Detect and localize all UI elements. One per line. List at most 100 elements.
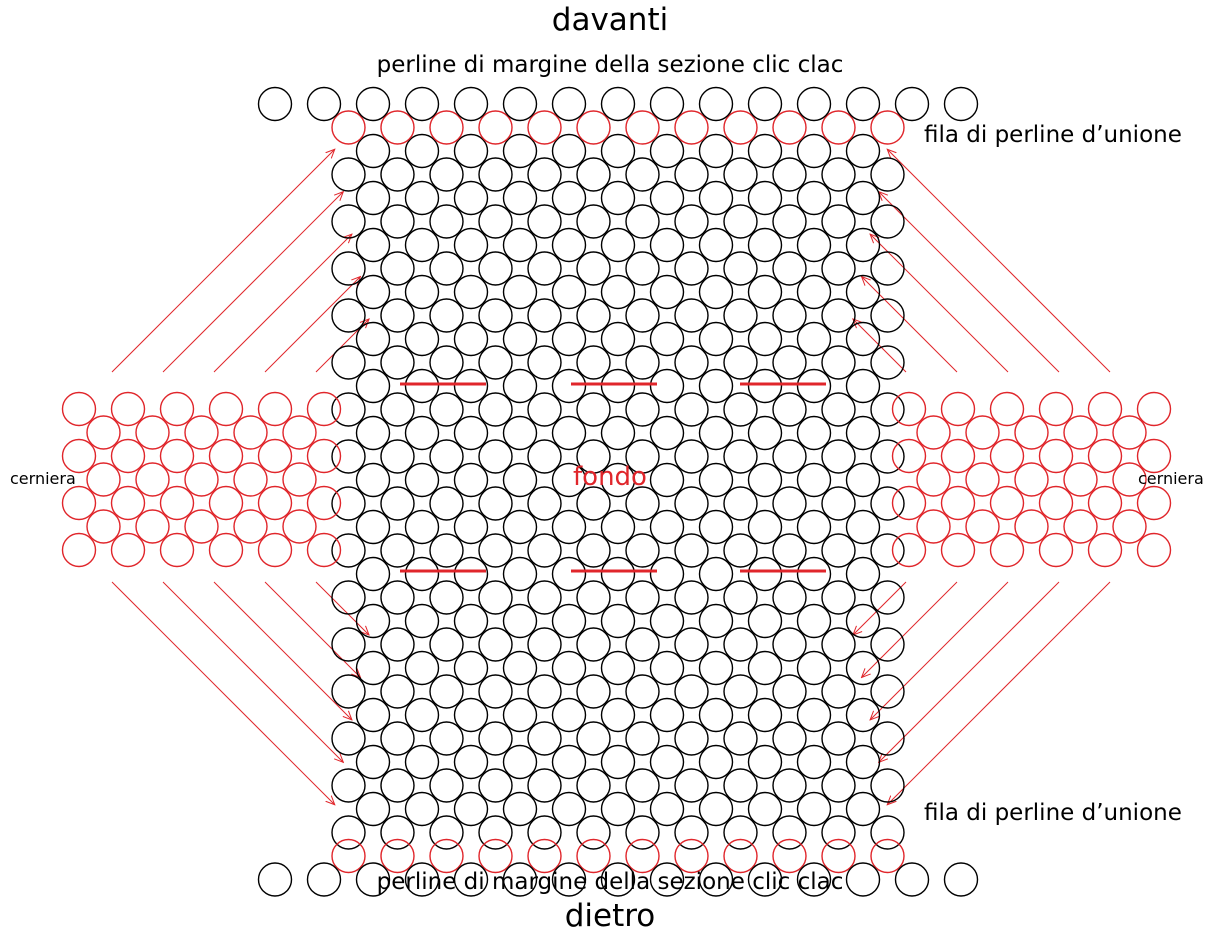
base-bead [551, 274, 587, 310]
base-bead [331, 815, 366, 850]
hinge-bead [306, 438, 342, 474]
base-bead [331, 627, 366, 662]
edge-bead [845, 862, 881, 897]
base-bead [576, 815, 611, 850]
base-bead [429, 627, 464, 662]
hinge-bead [61, 438, 97, 474]
hinge-bead [306, 485, 342, 521]
edge-bead [894, 862, 930, 897]
base-bead [698, 791, 734, 827]
base-bead [453, 368, 489, 404]
base-bead [796, 462, 832, 498]
base-bead [796, 415, 832, 451]
hinge-bead [989, 391, 1025, 427]
hinge-bead [86, 509, 121, 544]
base-bead [796, 556, 832, 592]
base-bead [355, 509, 391, 545]
base-bead [674, 580, 709, 615]
joining-bead [527, 110, 562, 145]
base-bead [625, 157, 660, 192]
base-bead [796, 227, 832, 263]
base-bead [845, 603, 881, 639]
base-bead [649, 180, 685, 216]
hinge-bead [233, 415, 268, 450]
base-bead [821, 392, 856, 427]
base-bead [478, 486, 513, 521]
base-bead [698, 650, 734, 686]
arrow [162, 192, 343, 373]
edge-bead [404, 86, 440, 122]
base-bead [502, 556, 538, 592]
hinge-bead [1112, 509, 1147, 544]
base-bead [600, 650, 636, 686]
hinge-bead [1038, 532, 1074, 568]
joining-bead [331, 110, 366, 145]
base-bead [429, 486, 464, 521]
base-bead [380, 580, 415, 615]
base-bead [551, 133, 587, 169]
base-bead [845, 744, 881, 780]
top-edge-beads-label: perline di margine della sezione clic cl… [376, 52, 844, 78]
hinge-bead [1087, 391, 1123, 427]
base-bead [429, 392, 464, 427]
base-bead [453, 415, 489, 451]
base-bead [404, 274, 440, 310]
hinge-bead [891, 438, 927, 474]
base-bead [747, 603, 783, 639]
base-bead [698, 744, 734, 780]
base-bead [625, 721, 660, 756]
base-bead [551, 227, 587, 263]
base-bead [870, 298, 905, 333]
hinge-bead [159, 485, 195, 521]
base-bead [698, 603, 734, 639]
hinge-bead [965, 415, 1000, 450]
base-bead [649, 321, 685, 357]
base-bead [625, 627, 660, 662]
base-bead [576, 533, 611, 568]
edge-bead [698, 86, 734, 122]
base-bead [502, 603, 538, 639]
base-bead [772, 674, 807, 709]
joining-bead [821, 838, 856, 874]
base-bead [600, 368, 636, 404]
base-bead [821, 345, 856, 380]
edge-bead [551, 862, 587, 897]
base-bead [551, 603, 587, 639]
base-bead [331, 674, 366, 709]
base-bead [600, 697, 636, 733]
base-bead [845, 556, 881, 592]
joining-bead [576, 110, 611, 145]
base-bead [453, 791, 489, 827]
hinge-bead [110, 485, 146, 521]
base-bead [502, 697, 538, 733]
base-bead [527, 439, 562, 474]
edge-bead [306, 862, 342, 897]
base-bead [870, 486, 905, 521]
base-bead [600, 603, 636, 639]
base-bead [380, 298, 415, 333]
base-bead [723, 439, 758, 474]
edge-bead [698, 862, 734, 897]
base-bead [429, 439, 464, 474]
base-bead [674, 674, 709, 709]
base-bead [870, 392, 905, 427]
base-bead [625, 392, 660, 427]
base-bead [845, 368, 881, 404]
base-bead [747, 462, 783, 498]
base-bead [649, 133, 685, 169]
hinge-bead [1087, 438, 1123, 474]
base-bead [870, 815, 905, 850]
base-bead [576, 392, 611, 427]
base-bead [870, 204, 905, 239]
base-bead [821, 486, 856, 521]
base-label: fondo [573, 462, 647, 492]
base-bead [870, 721, 905, 756]
base-bead [698, 462, 734, 498]
base-bead [355, 274, 391, 310]
base-bead [600, 744, 636, 780]
base-bead [404, 791, 440, 827]
base-bead [625, 580, 660, 615]
base-bead [600, 556, 636, 592]
base-bead [453, 650, 489, 686]
